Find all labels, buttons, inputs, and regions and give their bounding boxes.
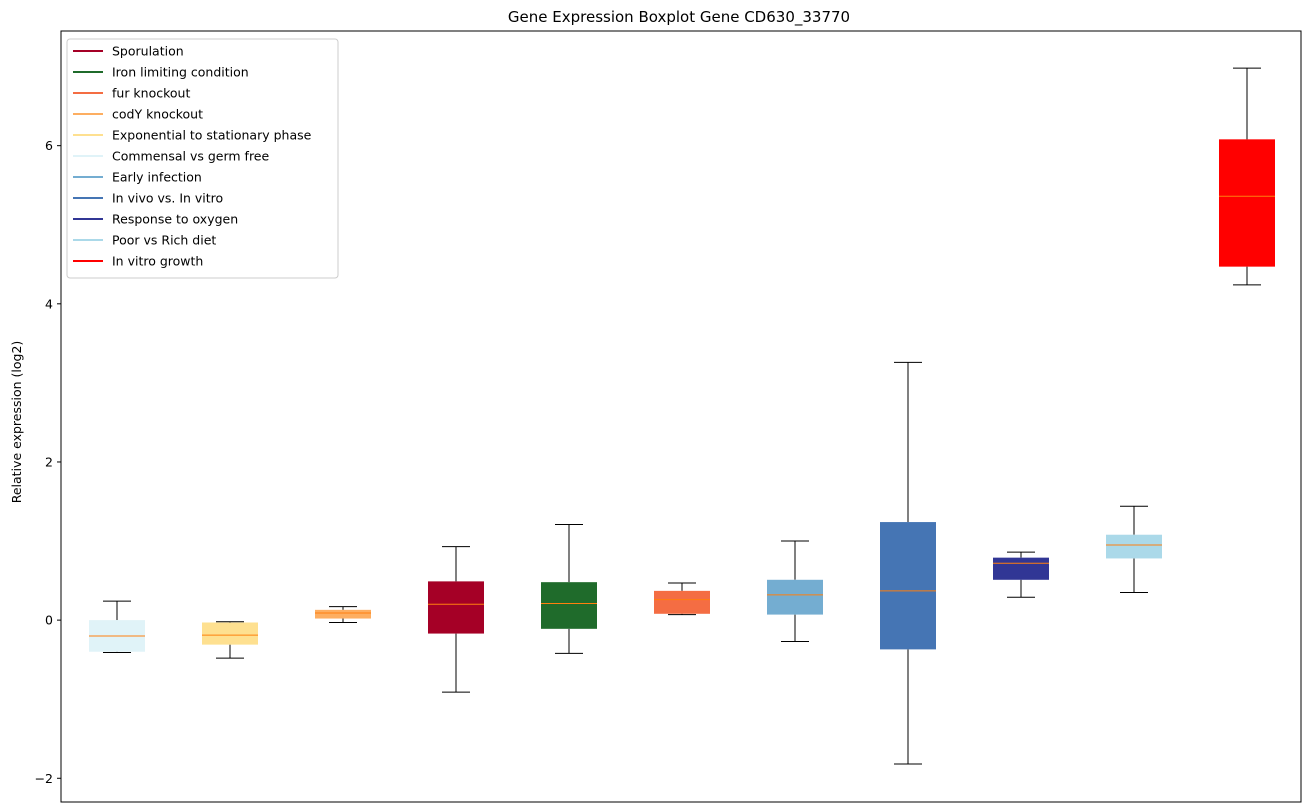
box-4 [428, 546, 484, 693]
y-tick-label: 2 [45, 454, 53, 469]
y-axis-label: Relative expression (log2) [9, 341, 24, 504]
legend-label: Commensal vs germ free [112, 149, 269, 164]
legend-label: Response to oxygen [112, 212, 238, 227]
legend-label: Iron limiting condition [112, 65, 249, 80]
y-tick-label: 4 [45, 296, 53, 311]
plot-frame [60, 30, 1302, 803]
legend-label: Sporulation [112, 44, 184, 59]
box-body [654, 590, 710, 614]
legend-label: Early infection [112, 170, 202, 185]
box-7 [767, 540, 823, 642]
box-body [202, 622, 258, 645]
legend-label: Exponential to stationary phase [112, 128, 312, 143]
legend-label: In vivo vs. In vitro [112, 191, 223, 206]
box-body [541, 582, 597, 629]
box-body [993, 557, 1049, 580]
box-11 [1219, 67, 1275, 286]
box-body [880, 522, 936, 650]
legend-label: In vitro growth [112, 254, 203, 269]
box-body [428, 581, 484, 634]
box-body [1106, 534, 1162, 559]
legend: Sporulation Iron limiting condition fur kn… [66, 38, 339, 279]
box-body [767, 579, 823, 615]
box-6 [654, 582, 710, 616]
chart-title: Gene Expression Boxplot Gene CD630_33770 [508, 8, 850, 27]
legend-label: Poor vs Rich diet [112, 233, 216, 248]
box-8 [880, 361, 936, 765]
y-tick-label: 6 [45, 138, 53, 153]
box-1 [89, 600, 145, 654]
box-body [315, 609, 371, 619]
box-5 [541, 523, 597, 654]
y-tick-label: −2 [35, 771, 53, 786]
legend-label: fur knockout [112, 86, 190, 101]
box-3 [315, 606, 371, 623]
plot-area: −2 0 2 4 6 [35, 30, 1302, 803]
box-body [1219, 139, 1275, 267]
box-2 [202, 621, 258, 659]
legend-box [66, 38, 339, 279]
box-10 [1106, 505, 1162, 593]
y-tick-label: 0 [45, 613, 53, 628]
box-9 [993, 551, 1049, 598]
legend-label: codY knockout [112, 107, 203, 122]
